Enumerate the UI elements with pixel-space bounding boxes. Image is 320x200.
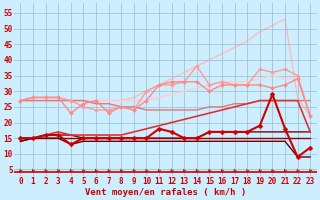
X-axis label: Vent moyen/en rafales ( km/h ): Vent moyen/en rafales ( km/h ) [85,188,246,197]
